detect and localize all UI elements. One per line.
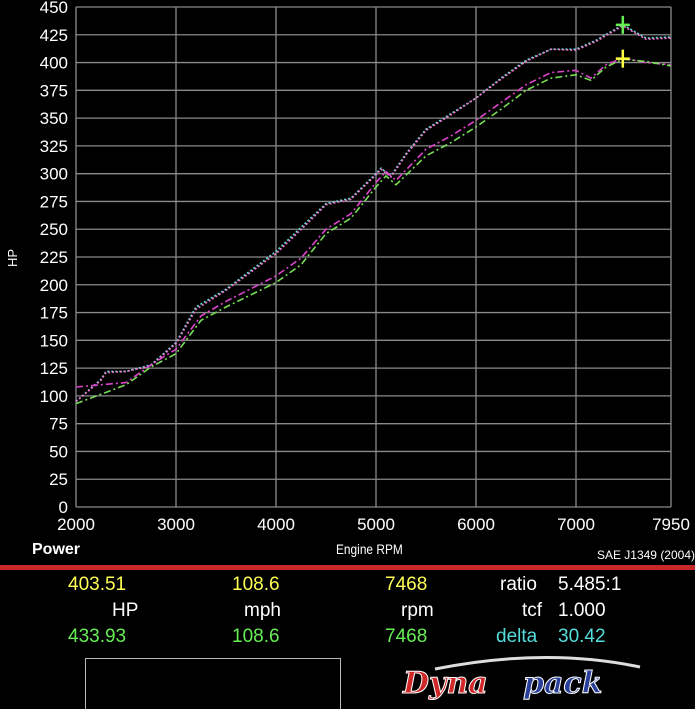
x-tick-label: 5000: [357, 515, 395, 534]
y-tick-label: 225: [40, 248, 68, 267]
x-tick-label: 6000: [457, 515, 495, 534]
y-tick-label: 200: [40, 276, 68, 295]
svg-text:Dyna: Dyna: [402, 666, 488, 700]
series-line-1: [75, 23, 672, 403]
y-tick-label: 50: [49, 442, 68, 461]
y-tick-label: 450: [40, 0, 68, 17]
run1-rpm: 7468: [385, 574, 428, 595]
legend-box: [85, 658, 341, 709]
peak-markers: [615, 15, 630, 68]
y-tick-label: 400: [40, 54, 68, 73]
delta-label: delta: [496, 626, 538, 647]
run1-mph: 108.6: [232, 574, 280, 595]
run1-hp: 403.51: [68, 574, 127, 595]
hp-unit: HP: [112, 600, 139, 621]
y-tick-label: 175: [40, 304, 68, 323]
series-line-3: [75, 57, 672, 388]
tcf-label: tcf: [522, 600, 543, 621]
y-tick-label: 0: [59, 498, 68, 517]
divider: [0, 565, 695, 570]
y-tick-labels: 0 25 50 75 100 125 150 175 200 225 250 275 300 325 350…: [40, 0, 68, 517]
chart-title: Power: [32, 541, 81, 558]
x-tick-label: 3000: [157, 515, 195, 534]
svg-text:pack: pack: [523, 666, 602, 700]
mph-unit: mph: [244, 600, 281, 621]
run2-hp: 433.93: [68, 626, 127, 647]
y-tick-label: 75: [49, 415, 68, 434]
y-tick-label: 150: [40, 331, 68, 350]
x-tick-label: 7950: [652, 515, 690, 534]
tcf-value: 1.000: [558, 600, 606, 621]
y-tick-label: 250: [40, 220, 68, 239]
series-line-2: [75, 25, 672, 403]
y-tick-label: 350: [40, 109, 68, 128]
x-tick-label: 2000: [57, 515, 95, 534]
standard-label: SAE J1349 (2004): [596, 548, 695, 562]
ratio-label: ratio: [500, 574, 537, 595]
rpm-unit: rpm: [401, 600, 434, 621]
grid: [75, 6, 672, 508]
series-line-4: [75, 58, 672, 405]
dynapack-logo: Dyna pack: [402, 655, 641, 700]
run2-rpm: 7468: [385, 626, 428, 647]
power-chart: 0 25 50 75 100 125 150 175 200 225 250 275 300 325 350…: [5, 0, 690, 534]
delta-value: 30.42: [558, 626, 606, 647]
x-tick-label: 4000: [257, 515, 295, 534]
y-tick-label: 125: [40, 359, 68, 378]
y-axis-label: HP: [5, 249, 20, 267]
y-tick-label: 325: [40, 137, 68, 156]
y-tick-label: 300: [40, 165, 68, 184]
y-tick-label: 275: [40, 192, 68, 211]
x-tick-labels: 2000 3000 4000 5000 6000 7000 7950: [57, 515, 690, 534]
y-tick-label: 425: [40, 26, 68, 45]
series-lines: [75, 23, 672, 405]
x-tick-label: 7000: [557, 515, 595, 534]
y-tick-label: 100: [40, 387, 68, 406]
run2-mph: 108.6: [232, 626, 280, 647]
x-axis-label: Engine RPM: [336, 541, 403, 557]
ratio-value: 5.485:1: [558, 574, 622, 595]
y-tick-label: 25: [49, 470, 68, 489]
y-tick-label: 375: [40, 81, 68, 100]
